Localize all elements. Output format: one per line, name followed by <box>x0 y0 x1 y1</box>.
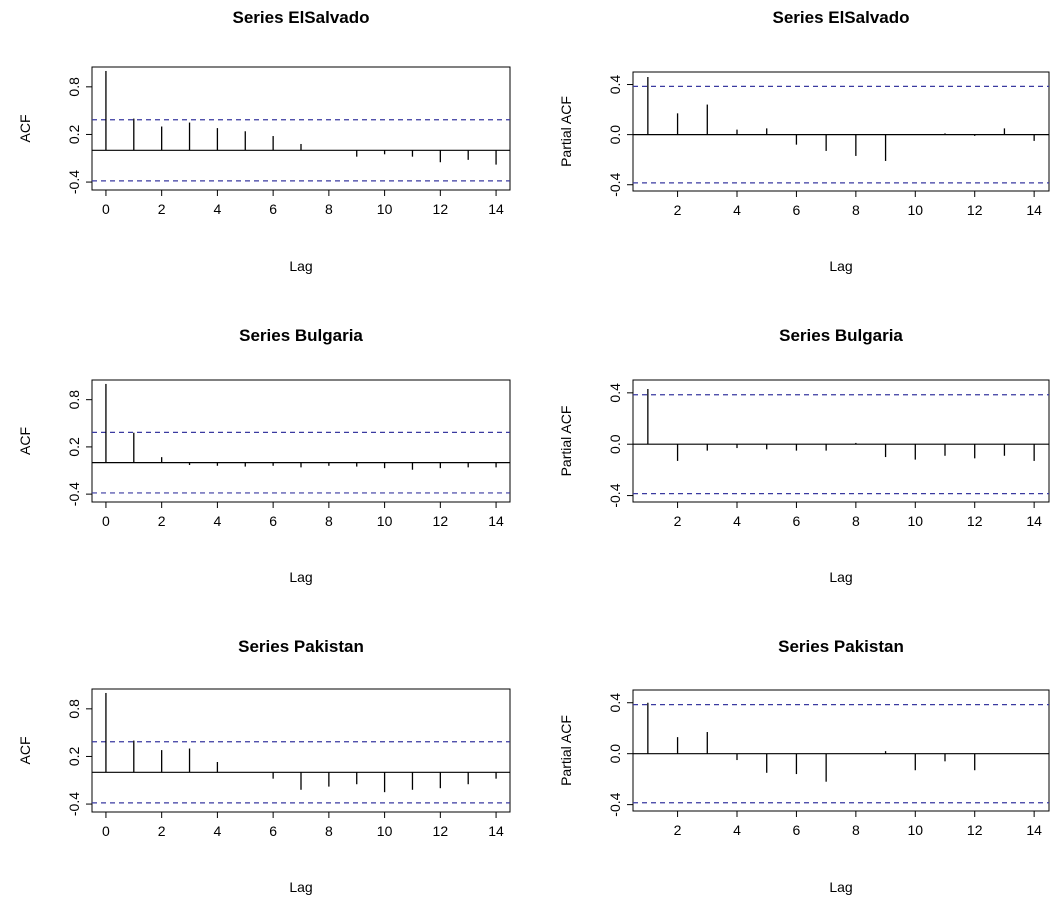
panel-1-y-tick-label--0.4: -0.4 <box>66 170 82 194</box>
panel-1-y-tick-label-0.2: 0.2 <box>66 125 82 145</box>
panel-3-x-tick-label-0: 0 <box>102 513 110 529</box>
panel-6-x-tick-label-6: 6 <box>793 822 801 838</box>
panel-2-y-axis-label: Partial ACF <box>558 96 574 167</box>
panel-2-x-tick-label-14: 14 <box>1026 202 1042 218</box>
panel-6-x-tick-label-4: 4 <box>733 822 741 838</box>
panel-2-x-tick-label-2: 2 <box>674 202 682 218</box>
panel-3-x-tick-label-2: 2 <box>158 513 166 529</box>
panel-1-y-axis-label: ACF <box>17 115 33 143</box>
panel-6-x-tick-label-8: 8 <box>852 822 860 838</box>
panel-4-x-tick-label-12: 12 <box>967 513 983 529</box>
panel-5-x-tick-label-10: 10 <box>377 823 393 839</box>
panel-6-plot-frame <box>632 689 1050 812</box>
panel-3-y-tick-label-0.8: 0.8 <box>66 390 82 410</box>
panel-2-x-tick-label-6: 6 <box>793 202 801 218</box>
panel-6-x-axis-label: Lag <box>829 879 852 895</box>
panel-3-y-tick-label--0.4: -0.4 <box>66 482 82 506</box>
panel-5-x-tick-label-8: 8 <box>325 823 333 839</box>
panel-5-x-axis-label: Lag <box>289 879 312 895</box>
panel-4-y-tick-label-0.0: 0.0 <box>607 434 623 454</box>
panel-3-title: Series Bulgaria <box>239 326 363 345</box>
panel-6-y-axis-label: Partial ACF <box>558 715 574 786</box>
panel-2-y-tick-label-0.0: 0.0 <box>607 125 623 145</box>
panel-1-plot-frame <box>91 66 511 191</box>
panel-2-y-tick-label--0.4: -0.4 <box>607 172 623 196</box>
panel-4-x-tick-label-6: 6 <box>793 513 801 529</box>
panel-4-x-tick-label-10: 10 <box>907 513 923 529</box>
panel-5-x-tick-label-4: 4 <box>214 823 222 839</box>
panel-1-x-tick-label-4: 4 <box>214 201 222 217</box>
panel-1-x-tick-label-6: 6 <box>269 201 277 217</box>
panel-5-y-tick-label--0.4: -0.4 <box>66 792 82 816</box>
panel-2-x-tick-label-4: 4 <box>733 202 741 218</box>
panel-1-x-tick-label-10: 10 <box>377 201 393 217</box>
panel-3-x-tick-label-14: 14 <box>488 513 504 529</box>
panel-2-x-tick-label-12: 12 <box>967 202 983 218</box>
panel-1-title: Series ElSalvado <box>232 8 369 27</box>
panel-5-x-tick-label-6: 6 <box>269 823 277 839</box>
panel-6-x-tick-label-12: 12 <box>967 822 983 838</box>
panel-2-title: Series ElSalvado <box>772 8 909 27</box>
panel-2-x-tick-label-10: 10 <box>907 202 923 218</box>
panel-6-y-tick-label-0.4: 0.4 <box>607 693 623 713</box>
panel-3-x-tick-label-6: 6 <box>269 513 277 529</box>
panel-5-y-tick-label-0.8: 0.8 <box>66 699 82 719</box>
panel-4-y-tick-label-0.4: 0.4 <box>607 383 623 403</box>
panel-5-y-axis-label: ACF <box>17 737 33 765</box>
panel-2-y-tick-label-0.4: 0.4 <box>607 75 623 95</box>
panel-2-x-axis-label: Lag <box>829 258 852 274</box>
panel-1-x-tick-label-8: 8 <box>325 201 333 217</box>
panel-5-y-tick-label-0.2: 0.2 <box>66 747 82 767</box>
panel-1-x-tick-label-0: 0 <box>102 201 110 217</box>
panel-4-x-tick-label-2: 2 <box>674 513 682 529</box>
panel-6-y-tick-label--0.4: -0.4 <box>607 792 623 816</box>
panel-1-y-tick-label-0.8: 0.8 <box>66 77 82 97</box>
panel-3-y-tick-label-0.2: 0.2 <box>66 437 82 457</box>
panel-6-title: Series Pakistan <box>778 637 904 656</box>
panel-1-x-axis-label: Lag <box>289 258 312 274</box>
panel-5-x-tick-label-0: 0 <box>102 823 110 839</box>
panel-5-x-tick-label-12: 12 <box>433 823 449 839</box>
panel-5-x-tick-label-2: 2 <box>158 823 166 839</box>
panel-6-x-tick-label-2: 2 <box>674 822 682 838</box>
panel-4-x-axis-label: Lag <box>829 569 852 585</box>
panel-4-y-tick-label--0.4: -0.4 <box>607 483 623 507</box>
panel-5-plot-frame <box>91 688 511 813</box>
panel-3-y-axis-label: ACF <box>17 427 33 455</box>
panel-4-x-tick-label-14: 14 <box>1026 513 1042 529</box>
panel-3-x-axis-label: Lag <box>289 569 312 585</box>
panel-4-title: Series Bulgaria <box>779 326 903 345</box>
panel-3-plot-frame <box>91 379 511 503</box>
panel-2-x-tick-label-8: 8 <box>852 202 860 218</box>
panel-3-x-tick-label-10: 10 <box>377 513 393 529</box>
panel-1-x-tick-label-12: 12 <box>433 201 449 217</box>
panel-6-y-tick-label-0.0: 0.0 <box>607 744 623 764</box>
panel-4-plot-frame <box>632 379 1050 503</box>
panel-4-x-tick-label-4: 4 <box>733 513 741 529</box>
panel-4-y-axis-label: Partial ACF <box>558 406 574 477</box>
panel-3-x-tick-label-12: 12 <box>433 513 449 529</box>
panel-3-x-tick-label-8: 8 <box>325 513 333 529</box>
panel-6-x-tick-label-10: 10 <box>907 822 923 838</box>
panel-3-x-tick-label-4: 4 <box>214 513 222 529</box>
panel-4-x-tick-label-8: 8 <box>852 513 860 529</box>
panel-2-plot-frame <box>632 71 1050 192</box>
panel-1-x-tick-label-2: 2 <box>158 201 166 217</box>
panel-6-x-tick-label-14: 14 <box>1026 822 1042 838</box>
panel-5-x-tick-label-14: 14 <box>488 823 504 839</box>
panel-1-x-tick-label-14: 14 <box>488 201 504 217</box>
panel-5-title: Series Pakistan <box>238 637 364 656</box>
